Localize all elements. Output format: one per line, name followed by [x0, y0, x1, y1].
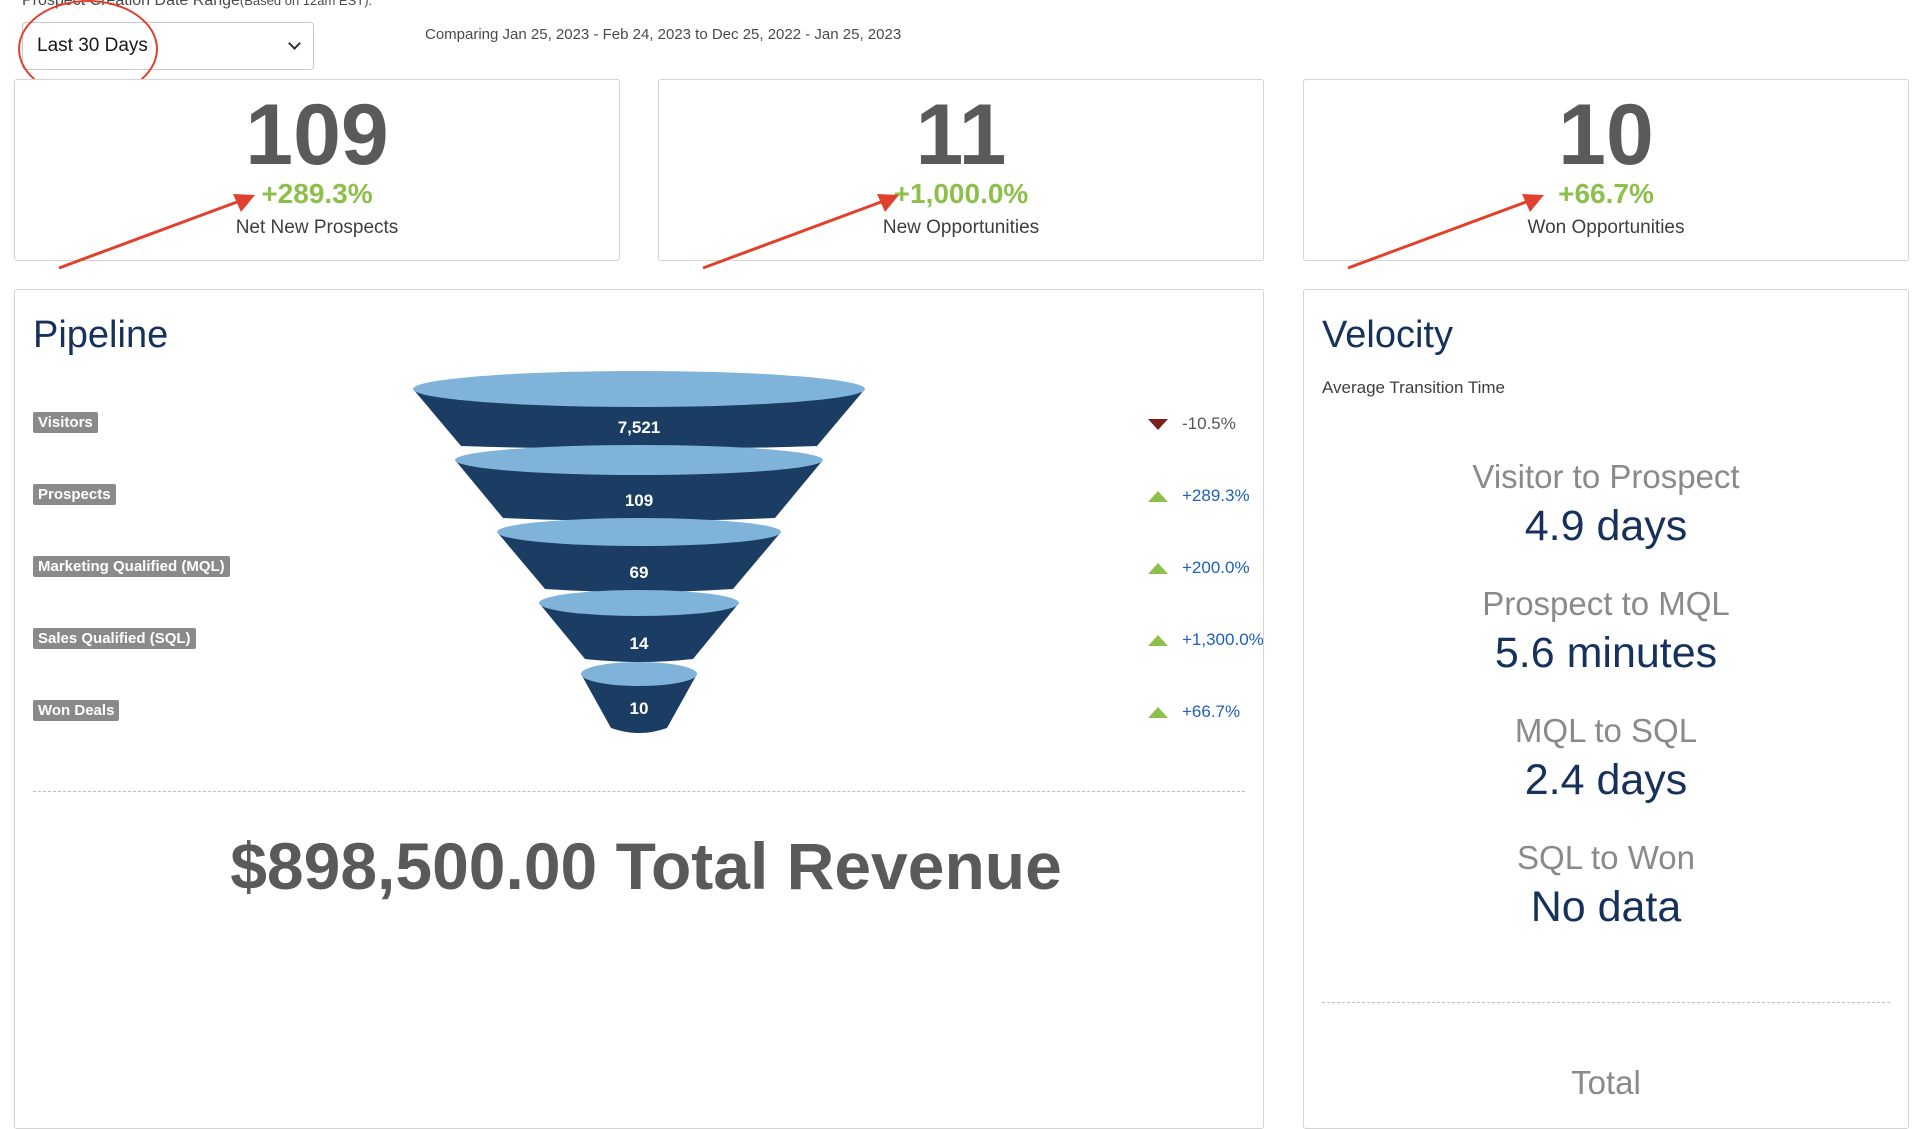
funnel-segment-sql[interactable]: 14 [539, 590, 739, 662]
funnel-value: 7,521 [618, 418, 661, 437]
velocity-subtitle: Average Transition Time [1322, 378, 1505, 397]
stage-label-won-deals: Won Deals [33, 700, 120, 721]
kpi-value: 11 [915, 87, 1007, 183]
funnel-segment-prospects[interactable]: 109 [455, 445, 823, 521]
kpi-label: New Opportunities [882, 217, 1040, 238]
date-range-select[interactable]: Last 30 Days [22, 22, 314, 70]
funnel-segment-mql[interactable]: 69 [497, 518, 781, 592]
stage-trend-won-deals: +66.7% [1148, 702, 1240, 722]
triangle-up-icon [1148, 706, 1168, 718]
kpi-card-won-opportunities: 10 +66.7% Won Opportunities [1303, 79, 1909, 270]
velocity-item-visitor-to-prospect: Visitor to Prospect 4.9 days [1304, 458, 1908, 551]
velocity-item-mql-to-sql: MQL to SQL 2.4 days [1304, 712, 1908, 805]
divider [33, 791, 1245, 792]
velocity-panel: Velocity Average Transition Time Visitor… [1303, 289, 1909, 1129]
triangle-down-icon [1148, 418, 1168, 430]
kpi-card-net-new-prospects: 109 +289.3% Net New Prospects [14, 79, 620, 270]
velocity-value: No data [1530, 883, 1682, 931]
kpi-label: Net New Prospects [235, 217, 399, 238]
velocity-item-sql-to-won: SQL to Won No data [1304, 839, 1908, 932]
stage-label-prospects: Prospects [33, 484, 116, 505]
kpi-change: +66.7% [1558, 178, 1654, 209]
kpi-label: Won Opportunities [1527, 217, 1685, 238]
velocity-label: SQL to Won [1517, 839, 1695, 876]
pipeline-panel: Pipeline Visitors Prospects Marketing Qu… [14, 289, 1264, 1129]
funnel-value: 10 [630, 699, 649, 718]
kpi-change: +289.3% [261, 178, 373, 209]
stage-trend-prospects: +289.3% [1148, 486, 1250, 506]
kpi-value: 109 [245, 87, 389, 183]
funnel-segment-won-deals[interactable]: 10 [581, 662, 697, 733]
velocity-item-prospect-to-mql: Prospect to MQL 5.6 minutes [1304, 585, 1908, 678]
pipeline-title: Pipeline [33, 314, 169, 356]
funnel-segment-visitors[interactable]: 7,521 [413, 371, 865, 449]
date-range-selected-value: Last 30 Days [37, 35, 148, 56]
kpi-card-new-opportunities: 11 +1,000.0% New Opportunities [658, 79, 1264, 270]
divider [1322, 1002, 1890, 1003]
funnel-value: 69 [630, 563, 649, 582]
stage-trend-mql: +200.0% [1148, 558, 1250, 578]
triangle-up-icon [1148, 490, 1168, 502]
stage-label-visitors: Visitors [33, 412, 98, 433]
triangle-up-icon [1148, 634, 1168, 646]
triangle-up-icon [1148, 562, 1168, 574]
kpi-value: 10 [1558, 87, 1654, 183]
stage-label-mql: Marketing Qualified (MQL) [33, 556, 230, 577]
velocity-value: 5.6 minutes [1494, 629, 1718, 677]
funnel-value: 14 [630, 634, 649, 653]
chevron-down-icon [288, 37, 301, 50]
kpi-change: +1,000.0% [893, 178, 1029, 209]
total-revenue: $898,500.00 Total Revenue [230, 829, 1062, 903]
velocity-title: Velocity [1322, 314, 1453, 356]
funnel-value: 109 [625, 491, 653, 510]
pipeline-funnel: 7,521 109 69 14 10 [413, 371, 865, 733]
comparing-text: Comparing Jan 25, 2023 - Feb 24, 2023 to… [425, 26, 902, 43]
stage-trend-visitors: -10.5% [1148, 414, 1236, 434]
velocity-label: Visitor to Prospect [1472, 458, 1740, 495]
velocity-value: 4.9 days [1524, 502, 1688, 550]
velocity-total-label: Total [1571, 1064, 1641, 1101]
stage-label-sql: Sales Qualified (SQL) [33, 628, 196, 649]
stage-trend-sql: +1,300.0% [1148, 630, 1263, 650]
velocity-label: Prospect to MQL [1482, 585, 1730, 622]
velocity-label: MQL to SQL [1514, 712, 1698, 749]
date-range-label: Prospect Creation Date Range(Based on 12… [22, 0, 373, 9]
velocity-value: 2.4 days [1524, 756, 1688, 804]
